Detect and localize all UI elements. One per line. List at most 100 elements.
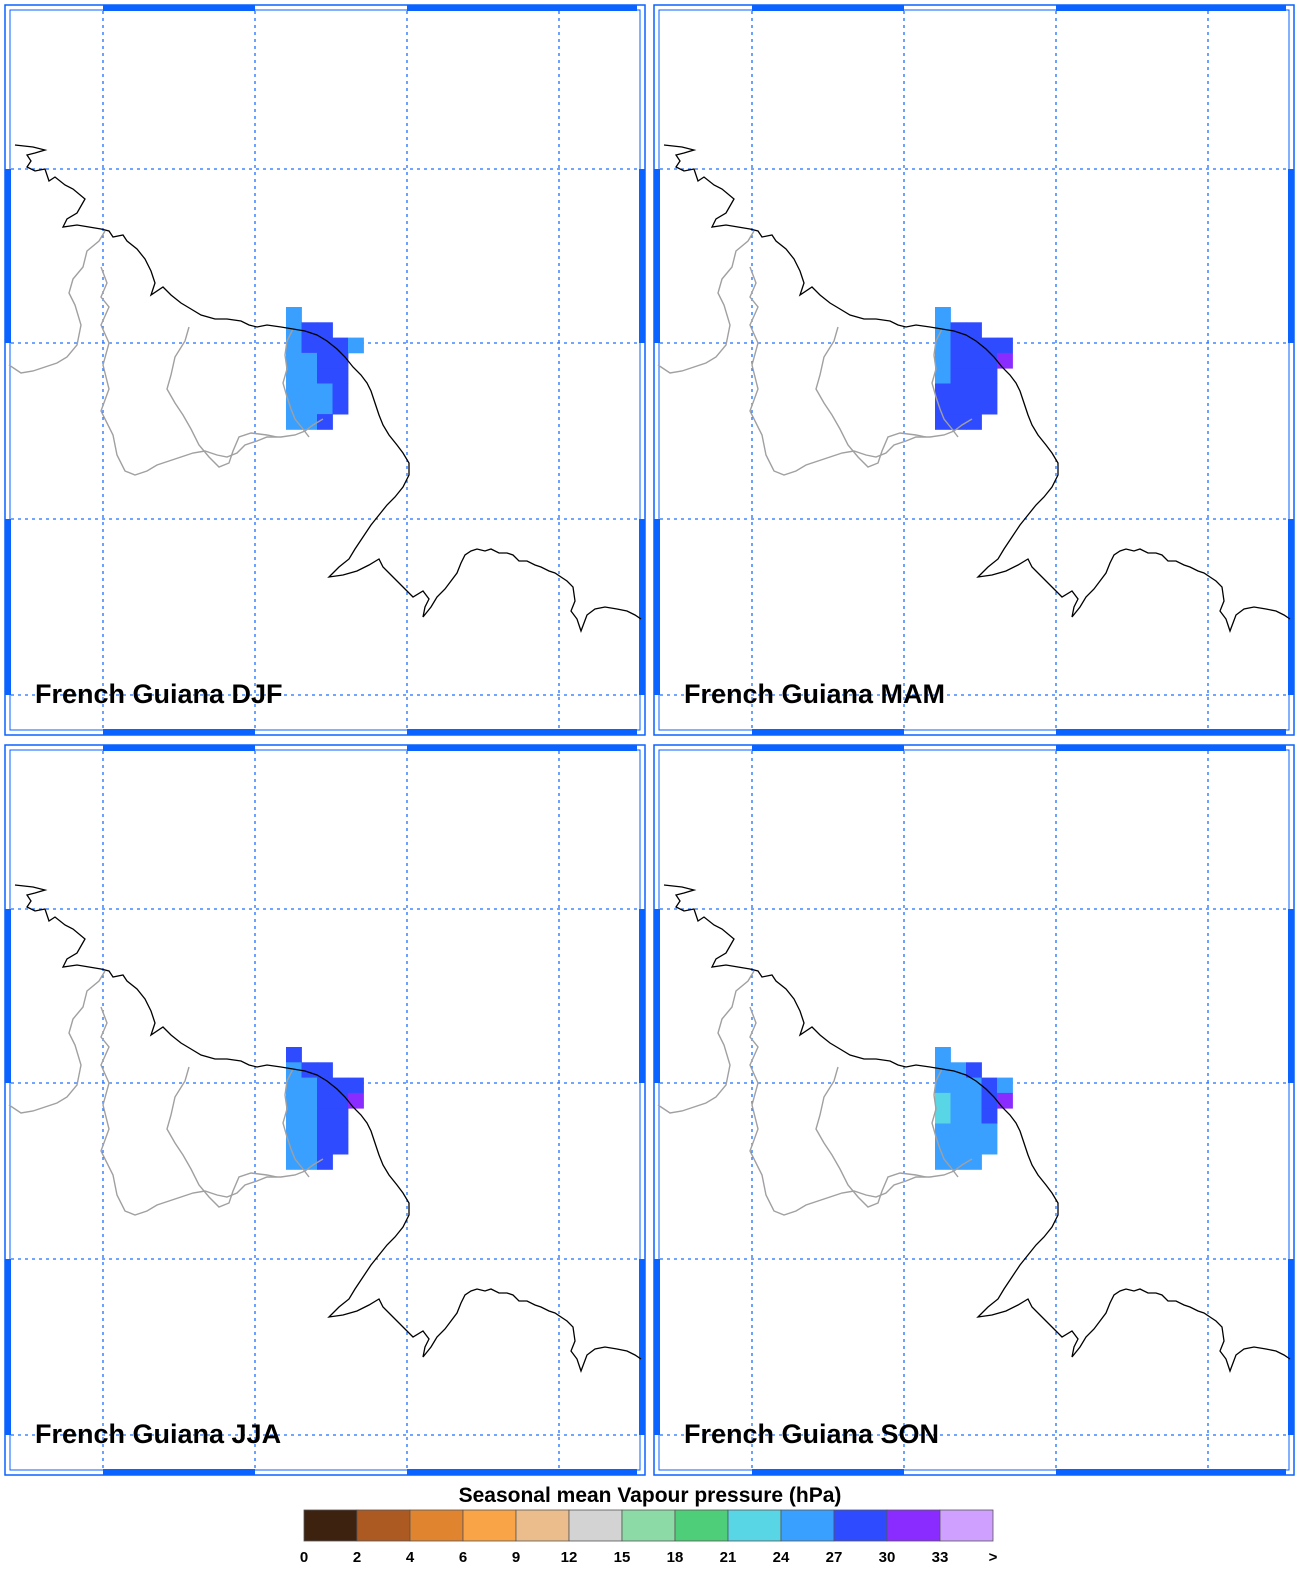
data-cell	[301, 383, 318, 400]
data-cell	[950, 398, 967, 415]
data-cell	[997, 337, 1013, 354]
data-cell	[935, 337, 951, 354]
country-border	[166, 326, 278, 468]
data-cell	[317, 414, 333, 430]
data-cell	[301, 1123, 318, 1140]
colorbar-tick-label: 15	[614, 1549, 631, 1566]
data-cell	[301, 1108, 318, 1124]
frame-tick-right	[1288, 519, 1294, 695]
colorbar-tick-label: 21	[720, 1549, 737, 1566]
coastline	[663, 884, 1291, 1373]
data-cell	[286, 1108, 302, 1124]
data-cell	[317, 1123, 333, 1140]
data-cell	[332, 1138, 349, 1155]
country-border	[931, 1068, 959, 1178]
frame-tick-left	[5, 519, 11, 695]
data-cells	[286, 1047, 364, 1170]
colorbar-title: Seasonal mean Vapour pressure (hPa)	[459, 1484, 842, 1507]
data-cell	[950, 1108, 967, 1124]
data-cell	[301, 414, 318, 430]
frame-tick-top	[407, 745, 637, 751]
frame-tick-bottom	[407, 729, 637, 735]
data-cell	[966, 352, 982, 369]
frame-tick-left	[654, 169, 660, 343]
data-cell	[950, 1154, 967, 1170]
data-cell	[950, 1077, 967, 1094]
coastline	[14, 144, 642, 633]
frame-tick-left	[654, 1259, 660, 1435]
colorbar-bin	[356, 1509, 411, 1542]
country-border	[8, 970, 106, 1114]
colorbar-tick-label: 2	[353, 1549, 361, 1566]
colorbar-bin	[780, 1509, 835, 1542]
panel-title: French Guiana JJA	[35, 1419, 281, 1449]
data-cell	[317, 1138, 333, 1155]
data-cell	[997, 1077, 1013, 1094]
frame-tick-bottom	[752, 1469, 904, 1475]
panel-title: French Guiana MAM	[684, 679, 945, 709]
data-cell	[950, 1092, 967, 1109]
data-cell	[935, 1154, 951, 1170]
frame-tick-top	[1056, 5, 1286, 11]
frame-tick-top	[752, 745, 904, 751]
data-cell	[935, 1138, 951, 1155]
data-cell	[301, 1154, 318, 1170]
colorbar-tick-label: >	[989, 1549, 998, 1566]
data-cell	[301, 352, 318, 369]
frame-tick-bottom	[752, 729, 904, 735]
data-cell	[286, 1123, 302, 1140]
coastline	[14, 884, 642, 1373]
data-cell	[332, 383, 349, 400]
frame-tick-right	[639, 1259, 645, 1435]
colorbar-bin	[568, 1509, 623, 1542]
data-cell	[981, 1123, 998, 1140]
data-cell	[966, 337, 982, 354]
data-cell	[966, 1154, 982, 1170]
frame-tick-right	[639, 519, 645, 695]
map-panel-1: French Guiana DJF	[4, 4, 646, 736]
data-cell	[317, 1062, 333, 1078]
colorbar-tick-label: 33	[932, 1549, 949, 1566]
frame-tick-top	[407, 5, 637, 11]
map-panel-3: French Guiana JJA	[4, 744, 646, 1476]
colorbar-tick-label: 6	[459, 1549, 467, 1566]
frame-tick-left	[5, 909, 11, 1083]
frame-tick-left	[5, 169, 11, 343]
frame-tick-left	[654, 519, 660, 695]
data-cell	[348, 1092, 364, 1109]
frame-tick-bottom	[1056, 1469, 1286, 1475]
data-cell	[935, 414, 951, 430]
colorbar-tick-label: 27	[826, 1549, 843, 1566]
data-cell	[348, 1077, 364, 1094]
frame-tick-left	[654, 909, 660, 1083]
country-border	[657, 970, 755, 1114]
colorbar-bin	[674, 1509, 729, 1542]
data-cell	[317, 1154, 333, 1170]
data-cell	[348, 337, 364, 354]
data-cell	[966, 398, 982, 415]
data-cell	[317, 1092, 333, 1109]
data-cell	[935, 1092, 951, 1109]
country-border	[100, 266, 324, 476]
data-cell	[286, 1092, 302, 1109]
frame-tick-bottom	[103, 1469, 255, 1475]
data-cell	[981, 1138, 998, 1155]
data-cell	[286, 368, 302, 384]
coastline	[663, 144, 1291, 633]
frame-tick-bottom	[103, 729, 255, 735]
data-cell	[981, 368, 998, 384]
country-border	[749, 1006, 973, 1216]
frame-tick-right	[639, 909, 645, 1083]
data-cell	[966, 383, 982, 400]
colorbar: Seasonal mean Vapour pressure (hPa)0 2 4 6 9…	[300, 1484, 998, 1566]
frame-tick-left	[5, 1259, 11, 1435]
data-cell	[332, 337, 349, 354]
data-cell	[317, 337, 333, 354]
data-cell	[332, 368, 349, 384]
colorbar-tick-label: 30	[879, 1549, 896, 1566]
data-cell	[950, 383, 967, 400]
panel-inner-frame	[658, 749, 1290, 1471]
data-cell	[286, 383, 302, 400]
country-border	[8, 230, 106, 374]
frame-tick-bottom	[407, 1469, 637, 1475]
